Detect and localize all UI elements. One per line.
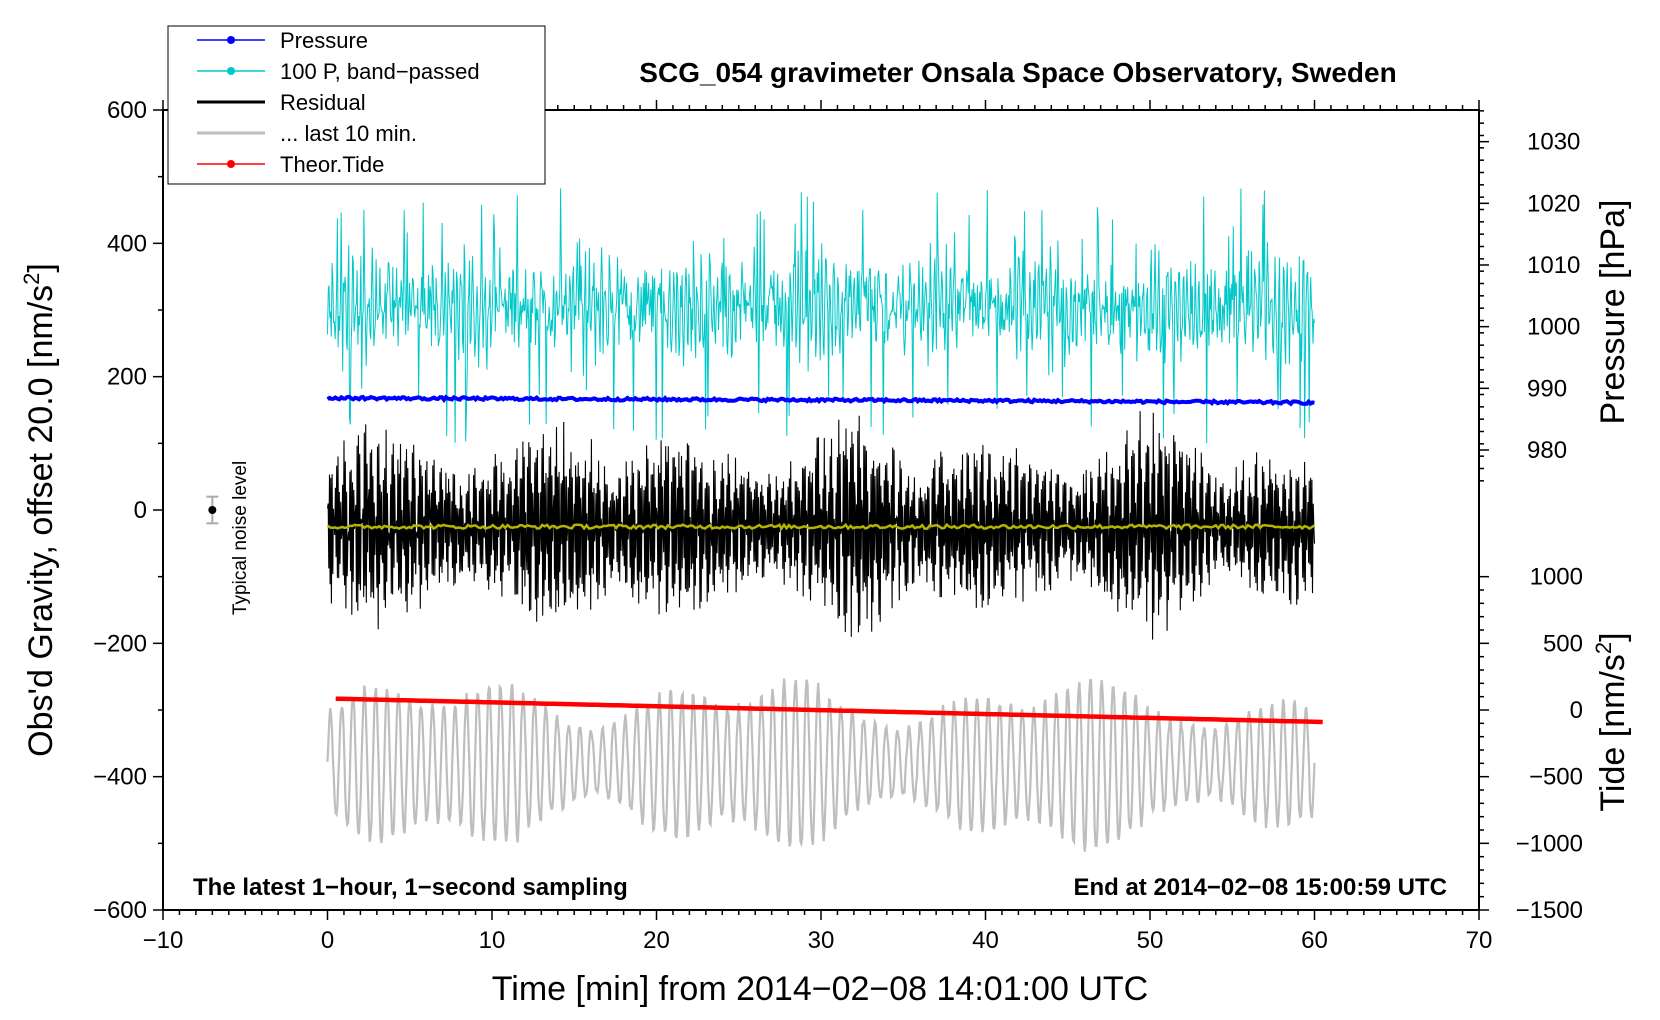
x-tick-label: 40 xyxy=(972,927,999,954)
y-left-tick-label: 0 xyxy=(134,497,147,524)
ticks-layer: −10 0 10 20 30 40 50 60 70−600−400−2000200400600… xyxy=(93,97,1583,954)
pressure-tick-label: 1000 xyxy=(1527,314,1580,341)
legend-item: 100 P, band−passed xyxy=(197,59,480,84)
pressure-tick-label: 1020 xyxy=(1527,190,1580,217)
pressure-tick-label: 980 xyxy=(1527,437,1567,464)
y-left-tick-label: −400 xyxy=(93,764,147,791)
x-tick-label: 50 xyxy=(1137,927,1164,954)
pressure-tick-label: 1010 xyxy=(1527,252,1580,279)
legend-label: Residual xyxy=(280,90,366,115)
series-residual xyxy=(326,411,1316,640)
y-axis-label-left: Obs'd Gravity, offset 20.0 [nm/s2] xyxy=(19,263,60,757)
tide-axis-label-end: ] xyxy=(1594,632,1632,641)
series-residual-smoothed xyxy=(326,522,1316,531)
legend-swatch-marker xyxy=(227,160,235,168)
pressure-tick-label: 1030 xyxy=(1527,129,1580,156)
y-left-tick-label: 600 xyxy=(107,97,147,124)
x-tick-label: −10 xyxy=(143,927,184,954)
x-tick-label: 60 xyxy=(1301,927,1328,954)
pressure-tick-label: 990 xyxy=(1527,375,1567,402)
tide-tick-label: 0 xyxy=(1570,697,1583,724)
tide-tick-label: 500 xyxy=(1543,630,1583,657)
legend-item: Pressure xyxy=(197,28,368,53)
x-axis-label: Time [min] from 2014−02−08 14:01:00 UTC xyxy=(492,970,1148,1008)
y-left-tick-label: 200 xyxy=(107,364,147,391)
legend-box xyxy=(167,25,546,185)
noise-indicator xyxy=(206,495,219,525)
x-tick-label: 10 xyxy=(479,927,506,954)
tide-tick-label: 1000 xyxy=(1530,564,1583,591)
legend-item: Theor.Tide xyxy=(197,152,384,177)
tide-tick-label: −1000 xyxy=(1516,830,1583,857)
y-axis-label-left-text: Obs'd Gravity, offset 20.0 [nm/s xyxy=(22,285,60,757)
tide-tick-label: −1500 xyxy=(1516,897,1583,924)
series-layer xyxy=(326,188,1323,852)
x-tick-label: 30 xyxy=(808,927,835,954)
tide-axis-label: Tide [nm/s2] xyxy=(1591,632,1632,811)
tide-axis-label-sup: 2 xyxy=(1591,642,1616,654)
series-pressure xyxy=(326,394,1315,407)
y-left-tick-label: −200 xyxy=(93,630,147,657)
sampling-annotation: The latest 1−hour, 1−second sampling xyxy=(193,874,628,901)
y-left-tick-label: 400 xyxy=(107,230,147,257)
legend-swatch-marker xyxy=(227,36,235,44)
chart-title: SCG_054 gravimeter Onsala Space Observat… xyxy=(639,57,1396,88)
y-axis-label-left-end: ] xyxy=(22,263,60,272)
tide-axis-label-text: Tide [nm/s xyxy=(1594,654,1632,811)
noise-level-label: Typical noise level xyxy=(230,461,251,615)
legend-item: ... last 10 min. xyxy=(197,121,417,146)
pressure-axis-label: Pressure [hPa] xyxy=(1594,200,1632,425)
series-pressure-bandpassed xyxy=(327,188,1315,444)
legend-swatch-marker xyxy=(227,67,235,75)
legend-label: Theor.Tide xyxy=(280,152,384,177)
y-axis-label-left-sup: 2 xyxy=(19,273,44,285)
x-tick-label: 20 xyxy=(643,927,670,954)
legend-label: 100 P, band−passed xyxy=(280,59,480,84)
noise-bar-center xyxy=(208,506,217,514)
x-tick-label: 70 xyxy=(1466,927,1493,954)
tide-tick-label: −500 xyxy=(1529,764,1583,791)
legend-items: Pressure 100 P, band−passed Residual ... la… xyxy=(197,28,480,177)
y-left-tick-label: −600 xyxy=(93,897,147,924)
end-time-annotation: End at 2014−02−08 15:00:59 UTC xyxy=(1073,874,1447,901)
legend: Pressure 100 P, band−passed Residual ... la… xyxy=(167,25,546,185)
legend-label: Pressure xyxy=(280,28,368,53)
legend-label: ... last 10 min. xyxy=(280,121,417,146)
series-theor-tide xyxy=(335,696,1323,725)
x-tick-label: 0 xyxy=(321,927,334,954)
series-last-10-min xyxy=(326,678,1316,852)
legend-item: Residual xyxy=(197,90,366,115)
